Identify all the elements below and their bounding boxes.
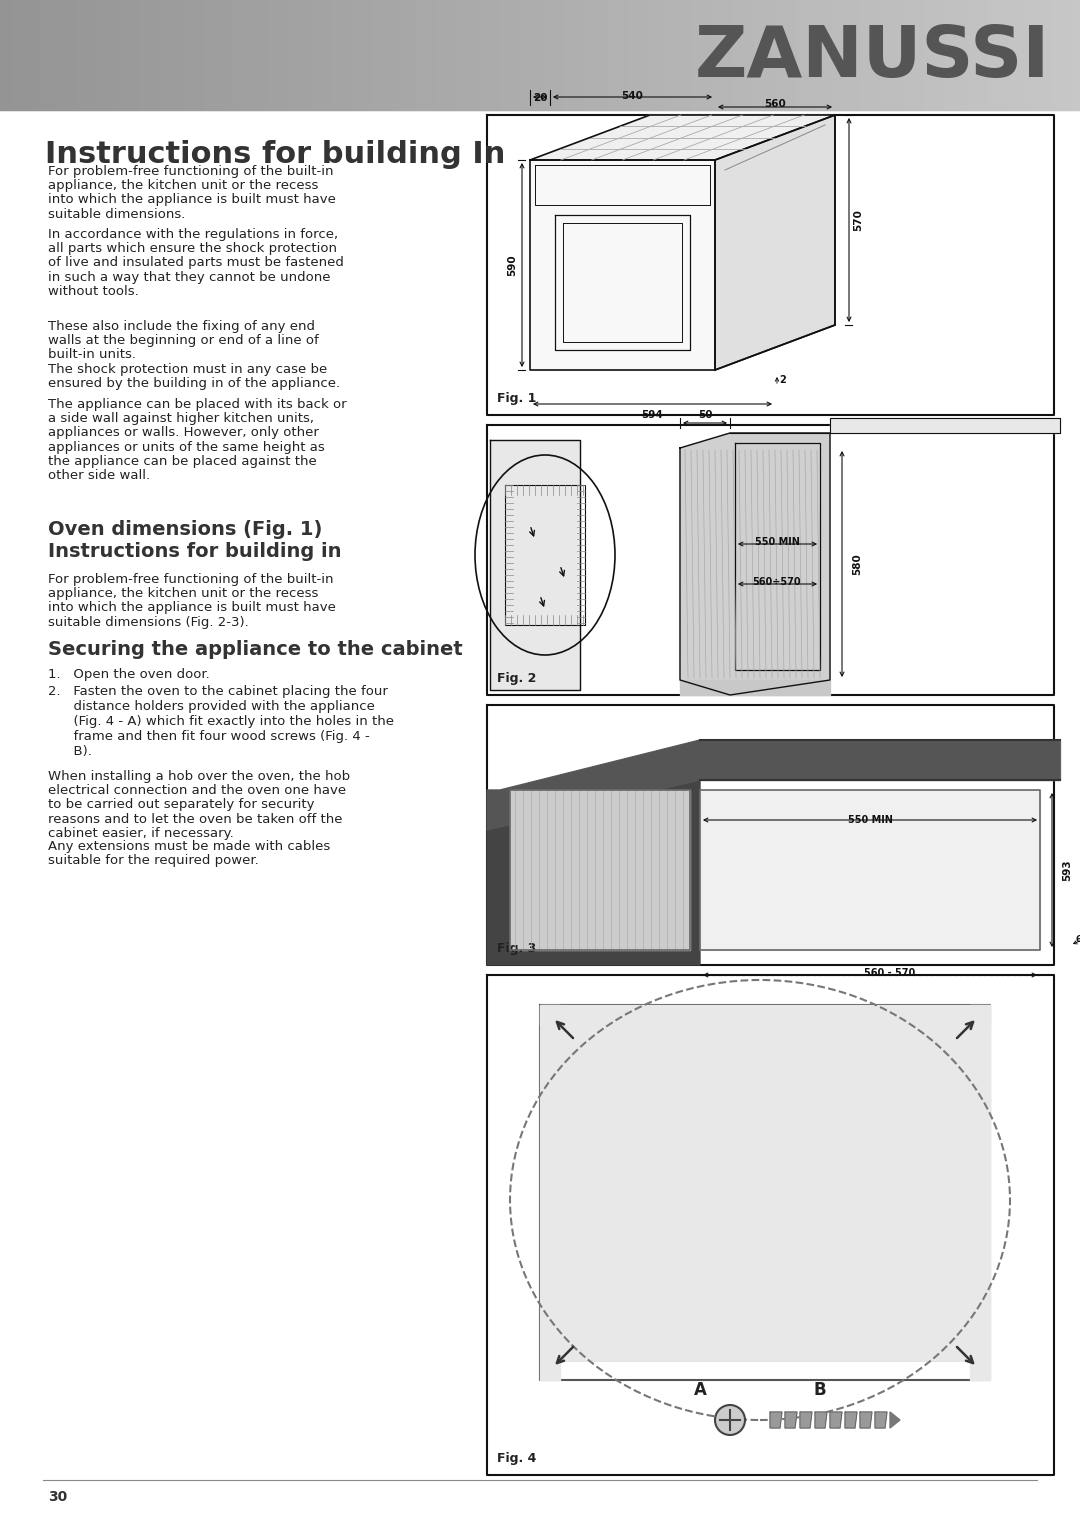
Text: appliance, the kitchen unit or the recess: appliance, the kitchen unit or the reces… [48,587,319,601]
Polygon shape [540,1005,561,1025]
Text: appliances or walls. However, only other: appliances or walls. However, only other [48,426,319,440]
Text: These also include the fixing of any end: These also include the fixing of any end [48,320,315,332]
Polygon shape [845,1413,858,1428]
Polygon shape [785,1413,797,1428]
Polygon shape [530,159,715,371]
Text: all parts which ensure the shock protection: all parts which ensure the shock protect… [48,242,337,256]
Polygon shape [487,780,700,965]
Text: into which the appliance is built must have: into which the appliance is built must h… [48,193,336,207]
Text: For problem-free functioning of the built-in: For problem-free functioning of the buil… [48,573,334,587]
Text: appliances or units of the same height as: appliances or units of the same height a… [48,441,325,453]
Text: 50: 50 [698,411,712,420]
Text: 593: 593 [1062,859,1072,881]
Polygon shape [680,434,831,696]
Text: ZANUSSI: ZANUSSI [694,23,1050,92]
Text: other side wall.: other side wall. [48,469,150,483]
Text: 550 MIN: 550 MIN [755,538,799,547]
Polygon shape [530,115,835,159]
Text: Fig. 1: Fig. 1 [497,392,537,404]
Polygon shape [770,1413,782,1428]
Polygon shape [890,1413,900,1428]
Text: reasons and to let the oven be taken off the: reasons and to let the oven be taken off… [48,812,342,826]
Polygon shape [831,1413,842,1428]
Text: 20: 20 [532,93,548,103]
Text: 30: 30 [48,1491,67,1504]
Text: Instructions for building In: Instructions for building In [45,139,505,169]
Polygon shape [800,1413,812,1428]
Text: to be carried out separately for security: to be carried out separately for securit… [48,798,314,812]
Text: In accordance with the regulations in force,: In accordance with the regulations in fo… [48,228,338,241]
Text: cabinet easier, if necessary.: cabinet easier, if necessary. [48,827,233,840]
Text: 560 - 570: 560 - 570 [864,968,916,977]
Text: 560: 560 [765,100,786,109]
Text: Fig. 3: Fig. 3 [497,942,537,954]
Text: into which the appliance is built must have: into which the appliance is built must h… [48,602,336,614]
Text: For problem-free functioning of the built-in: For problem-free functioning of the buil… [48,165,334,178]
Text: suitable dimensions.: suitable dimensions. [48,208,186,221]
Text: a side wall against higher kitchen units,: a side wall against higher kitchen units… [48,412,314,426]
Polygon shape [680,680,831,696]
Text: ensured by the building in of the appliance.: ensured by the building in of the applia… [48,377,340,391]
Text: 1.   Open the oven door.: 1. Open the oven door. [48,668,210,682]
Text: in such a way that they cannot be undone: in such a way that they cannot be undone [48,271,330,283]
Polygon shape [487,740,1059,830]
Text: walls at the beginning or end of a line of: walls at the beginning or end of a line … [48,334,319,348]
Text: the appliance can be placed against the: the appliance can be placed against the [48,455,316,467]
Polygon shape [860,1413,872,1428]
Text: Oven dimensions (Fig. 1): Oven dimensions (Fig. 1) [48,519,322,539]
Text: The appliance can be placed with its back or: The appliance can be placed with its bac… [48,398,347,411]
Polygon shape [700,740,1059,780]
Text: 2: 2 [780,375,786,385]
Text: 580: 580 [852,553,862,574]
Text: without tools.: without tools. [48,285,138,297]
Polygon shape [815,1413,827,1428]
Polygon shape [715,115,835,371]
Polygon shape [730,418,1059,434]
Text: B: B [813,1380,826,1399]
Text: 560÷570: 560÷570 [753,578,801,587]
Text: The shock protection must in any case be: The shock protection must in any case be [48,363,327,375]
Text: 60÷100: 60÷100 [1075,936,1080,945]
Polygon shape [490,440,580,689]
Text: 570: 570 [853,208,863,231]
Circle shape [715,1405,745,1435]
Polygon shape [700,791,1040,950]
Text: electrical connection and the oven one have: electrical connection and the oven one h… [48,784,346,797]
Text: 540: 540 [621,90,643,101]
Polygon shape [510,791,690,950]
Text: 2.   Fasten the oven to the cabinet placing the four
      distance holders prov: 2. Fasten the oven to the cabinet placin… [48,685,394,758]
Polygon shape [540,1005,990,1380]
Text: built-in units.: built-in units. [48,348,136,362]
Text: 550 MIN: 550 MIN [848,815,892,826]
Text: Fig. 4: Fig. 4 [497,1452,537,1465]
Text: Any extensions must be made with cables: Any extensions must be made with cables [48,840,330,853]
Text: A: A [693,1380,706,1399]
Text: Fig. 2: Fig. 2 [497,673,537,685]
Text: appliance, the kitchen unit or the recess: appliance, the kitchen unit or the reces… [48,179,319,192]
Text: Securing the appliance to the cabinet: Securing the appliance to the cabinet [48,640,462,659]
Text: 590: 590 [507,254,517,276]
Polygon shape [970,1005,990,1025]
Text: of live and insulated parts must be fastened: of live and insulated parts must be fast… [48,256,343,270]
Text: Instructions for building in: Instructions for building in [48,542,341,561]
Text: suitable dimensions (Fig. 2-3).: suitable dimensions (Fig. 2-3). [48,616,248,628]
Text: suitable for the required power.: suitable for the required power. [48,855,259,867]
Polygon shape [875,1413,887,1428]
Text: 594: 594 [642,411,663,420]
Text: When installing a hob over the oven, the hob: When installing a hob over the oven, the… [48,771,350,783]
